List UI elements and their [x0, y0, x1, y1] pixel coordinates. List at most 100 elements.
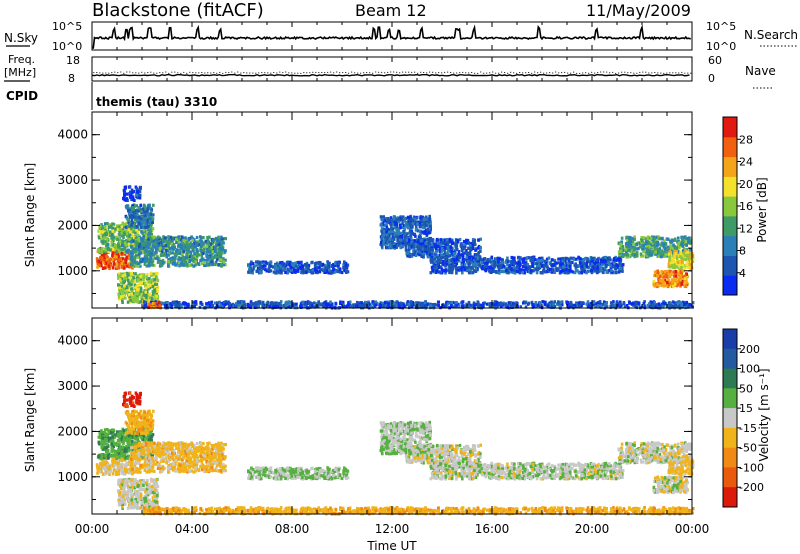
- power-cell: [459, 243, 463, 247]
- nave-dot: [498, 72, 500, 74]
- power-cell: [414, 242, 418, 247]
- power-cell: [414, 224, 418, 228]
- power-cell: [438, 260, 442, 264]
- power-cell: [452, 250, 456, 254]
- power-cell: [567, 265, 570, 269]
- power-cell: [620, 264, 624, 268]
- power-cell: [130, 240, 133, 244]
- power-cell: [690, 259, 693, 263]
- power-cell: [483, 265, 486, 270]
- power-cell: [429, 223, 432, 227]
- power-cell: [399, 238, 403, 242]
- power-cell: [668, 275, 672, 279]
- power-cell: [686, 250, 690, 254]
- power-cell: [498, 266, 502, 270]
- power-cell: [661, 278, 665, 282]
- power-cell: [174, 252, 178, 256]
- power-cell: [463, 246, 466, 250]
- power-cell: [414, 227, 418, 232]
- nave-dot: [483, 72, 485, 74]
- power-cell: [432, 242, 435, 246]
- power-cell: [460, 247, 464, 251]
- power-cell: [682, 246, 686, 250]
- power-cell: [617, 270, 621, 274]
- power-cell: [506, 256, 509, 260]
- power-cell: [222, 241, 225, 245]
- power-cell: [422, 225, 425, 229]
- power-cell: [137, 277, 140, 282]
- power-cell: [650, 250, 654, 254]
- power-cell: [409, 235, 413, 239]
- power-cell: [529, 269, 533, 273]
- power-cell: [614, 258, 617, 262]
- power-cell: [143, 255, 147, 259]
- power-cell: [618, 256, 621, 260]
- power-cell: [222, 257, 225, 261]
- power-cell: [500, 266, 504, 270]
- power-cell: [104, 259, 108, 264]
- power-cell: [124, 243, 128, 247]
- power-cell: [671, 278, 674, 282]
- power-cell: [568, 264, 572, 268]
- power-cell: [442, 269, 445, 273]
- power-cell: [404, 220, 408, 225]
- power-cell: [210, 237, 214, 242]
- power-cell: [204, 239, 208, 243]
- power-cell: [150, 296, 154, 300]
- power-cell: [395, 228, 398, 232]
- power-cell: [543, 259, 547, 263]
- noise-left-tick-bottom: 10^0: [52, 40, 82, 53]
- power-cell: [193, 245, 196, 249]
- power-cell: [130, 225, 133, 229]
- power-cell: [132, 276, 135, 280]
- power-cell: [438, 253, 441, 258]
- power-cell: [675, 256, 679, 260]
- power-cell: [107, 250, 110, 254]
- power-cell: [478, 264, 481, 268]
- power-cell: [101, 230, 105, 234]
- nave-dot: [624, 71, 626, 73]
- power-cell: [127, 212, 131, 216]
- power-cell: [448, 258, 451, 262]
- power-cell: [455, 268, 458, 272]
- power-cell: [424, 229, 428, 233]
- power-cell: [455, 271, 458, 275]
- power-cell: [670, 249, 674, 253]
- power-cell: [187, 252, 191, 256]
- power-cell: [191, 259, 195, 263]
- power-cell: [381, 301, 384, 305]
- power-cell: [145, 230, 149, 234]
- power-cell: [206, 241, 210, 245]
- power-cell: [137, 234, 140, 238]
- power-cell: [148, 221, 151, 225]
- power-cell: [393, 226, 396, 230]
- power-cell: [140, 230, 143, 234]
- power-cell: [661, 271, 665, 275]
- power-cell: [143, 262, 147, 266]
- power-cell: [523, 263, 527, 267]
- power-cell: [459, 253, 463, 257]
- nave-dot: [441, 72, 443, 74]
- power-cell: [410, 237, 413, 241]
- power-cell: [668, 257, 671, 261]
- power-cell: [167, 260, 170, 264]
- power-cell: [169, 235, 173, 239]
- power-cell: [388, 230, 391, 234]
- power-cell: [613, 264, 616, 268]
- power-cell: [134, 272, 137, 276]
- power-cell: [518, 261, 522, 265]
- power-cell: [420, 219, 423, 223]
- power-cell: [517, 262, 520, 266]
- power-cell: [114, 227, 117, 231]
- power-cell: [402, 230, 405, 234]
- power-cell: [433, 265, 437, 269]
- power-cell: [396, 239, 399, 243]
- power-cell: [154, 282, 157, 286]
- nave-dot: [606, 71, 608, 73]
- power-cell: [167, 257, 171, 262]
- power-cell: [119, 295, 123, 299]
- power-cell: [396, 232, 400, 236]
- power-cell: [455, 254, 459, 258]
- power-cell: [406, 225, 409, 229]
- power-cell: [510, 255, 514, 260]
